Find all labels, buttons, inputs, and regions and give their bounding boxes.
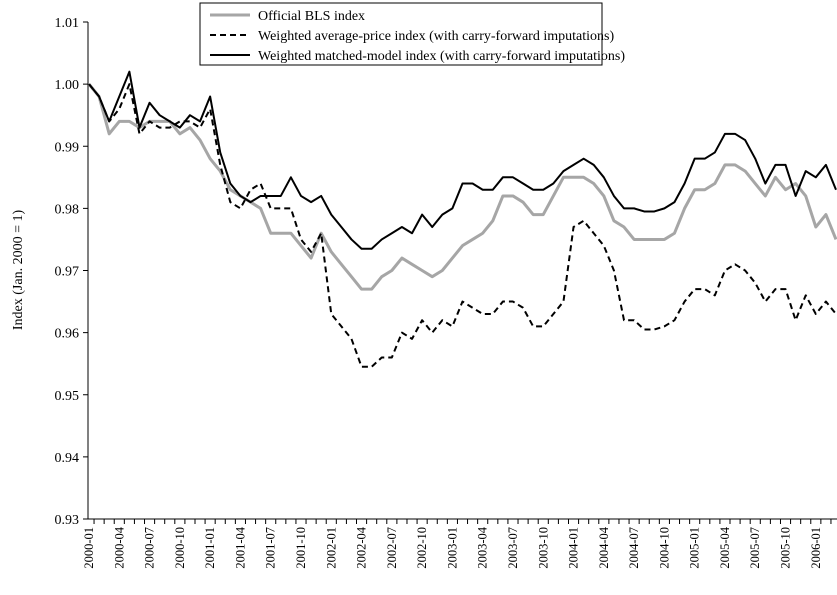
x-tick-label: 2001-07 <box>264 527 278 569</box>
legend-label: Weighted matched-model index (with carry… <box>258 49 625 64</box>
x-tick-label: 2004-10 <box>657 527 671 569</box>
x-tick-label: 2004-07 <box>627 527 641 569</box>
series-line <box>87 83 837 291</box>
y-tick-label: 1.00 <box>55 78 80 93</box>
y-axis-title: Index (Jan. 2000 = 1) <box>11 210 26 331</box>
x-tick-label: 2002-10 <box>415 527 429 569</box>
x-tick-label: 2004-01 <box>567 527 581 569</box>
y-tick-label: 0.95 <box>55 389 80 404</box>
x-tick-label: 2005-04 <box>718 526 732 568</box>
x-tick-label: 2001-04 <box>233 526 247 568</box>
x-tick-label: 2002-04 <box>355 526 369 568</box>
x-tick-label: 2000-04 <box>112 526 126 568</box>
x-tick-label: 2003-01 <box>445 527 459 569</box>
y-tick-label: 0.97 <box>55 265 80 280</box>
x-tick-label: 2002-07 <box>385 527 399 569</box>
x-tick-label: 2006-01 <box>809 527 823 569</box>
x-tick-label: 2001-10 <box>294 527 308 569</box>
x-tick-label: 2000-10 <box>173 527 187 569</box>
x-tick-label: 2000-01 <box>82 527 96 569</box>
y-tick-label: 0.99 <box>55 140 80 155</box>
x-tick-label: 2005-10 <box>779 527 793 569</box>
legend-label: Weighted average-price index (with carry… <box>258 29 614 44</box>
x-tick-label: 2000-07 <box>143 527 157 569</box>
x-tick-label: 2005-01 <box>688 527 702 569</box>
x-tick-label: 2005-07 <box>748 527 762 569</box>
series-line <box>88 70 837 250</box>
x-tick-label: 2003-10 <box>536 527 550 569</box>
y-tick-label: 0.98 <box>55 202 80 217</box>
x-tick-label: 2004-04 <box>597 526 611 568</box>
legend-label: Official BLS index <box>258 9 365 24</box>
x-tick-label: 2003-04 <box>476 526 490 568</box>
legend-box <box>199 2 603 66</box>
series-line <box>88 83 837 368</box>
x-tick-label: 2003-07 <box>506 527 520 569</box>
y-tick-label: 0.93 <box>55 513 80 528</box>
x-tick-label: 2002-01 <box>324 527 338 569</box>
y-tick-label: 0.94 <box>55 451 80 466</box>
y-tick-label: 0.96 <box>55 327 80 342</box>
x-tick-label: 2001-01 <box>203 527 217 569</box>
y-tick-label: 1.01 <box>55 16 80 31</box>
